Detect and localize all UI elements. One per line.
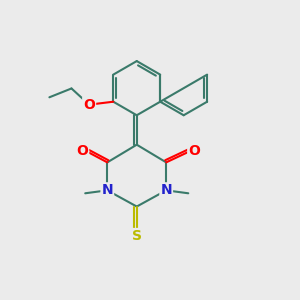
Text: N: N	[101, 183, 113, 197]
Text: S: S	[132, 229, 142, 243]
Text: O: O	[83, 98, 95, 112]
Text: O: O	[76, 144, 88, 158]
Text: O: O	[188, 144, 200, 158]
Text: N: N	[160, 183, 172, 197]
